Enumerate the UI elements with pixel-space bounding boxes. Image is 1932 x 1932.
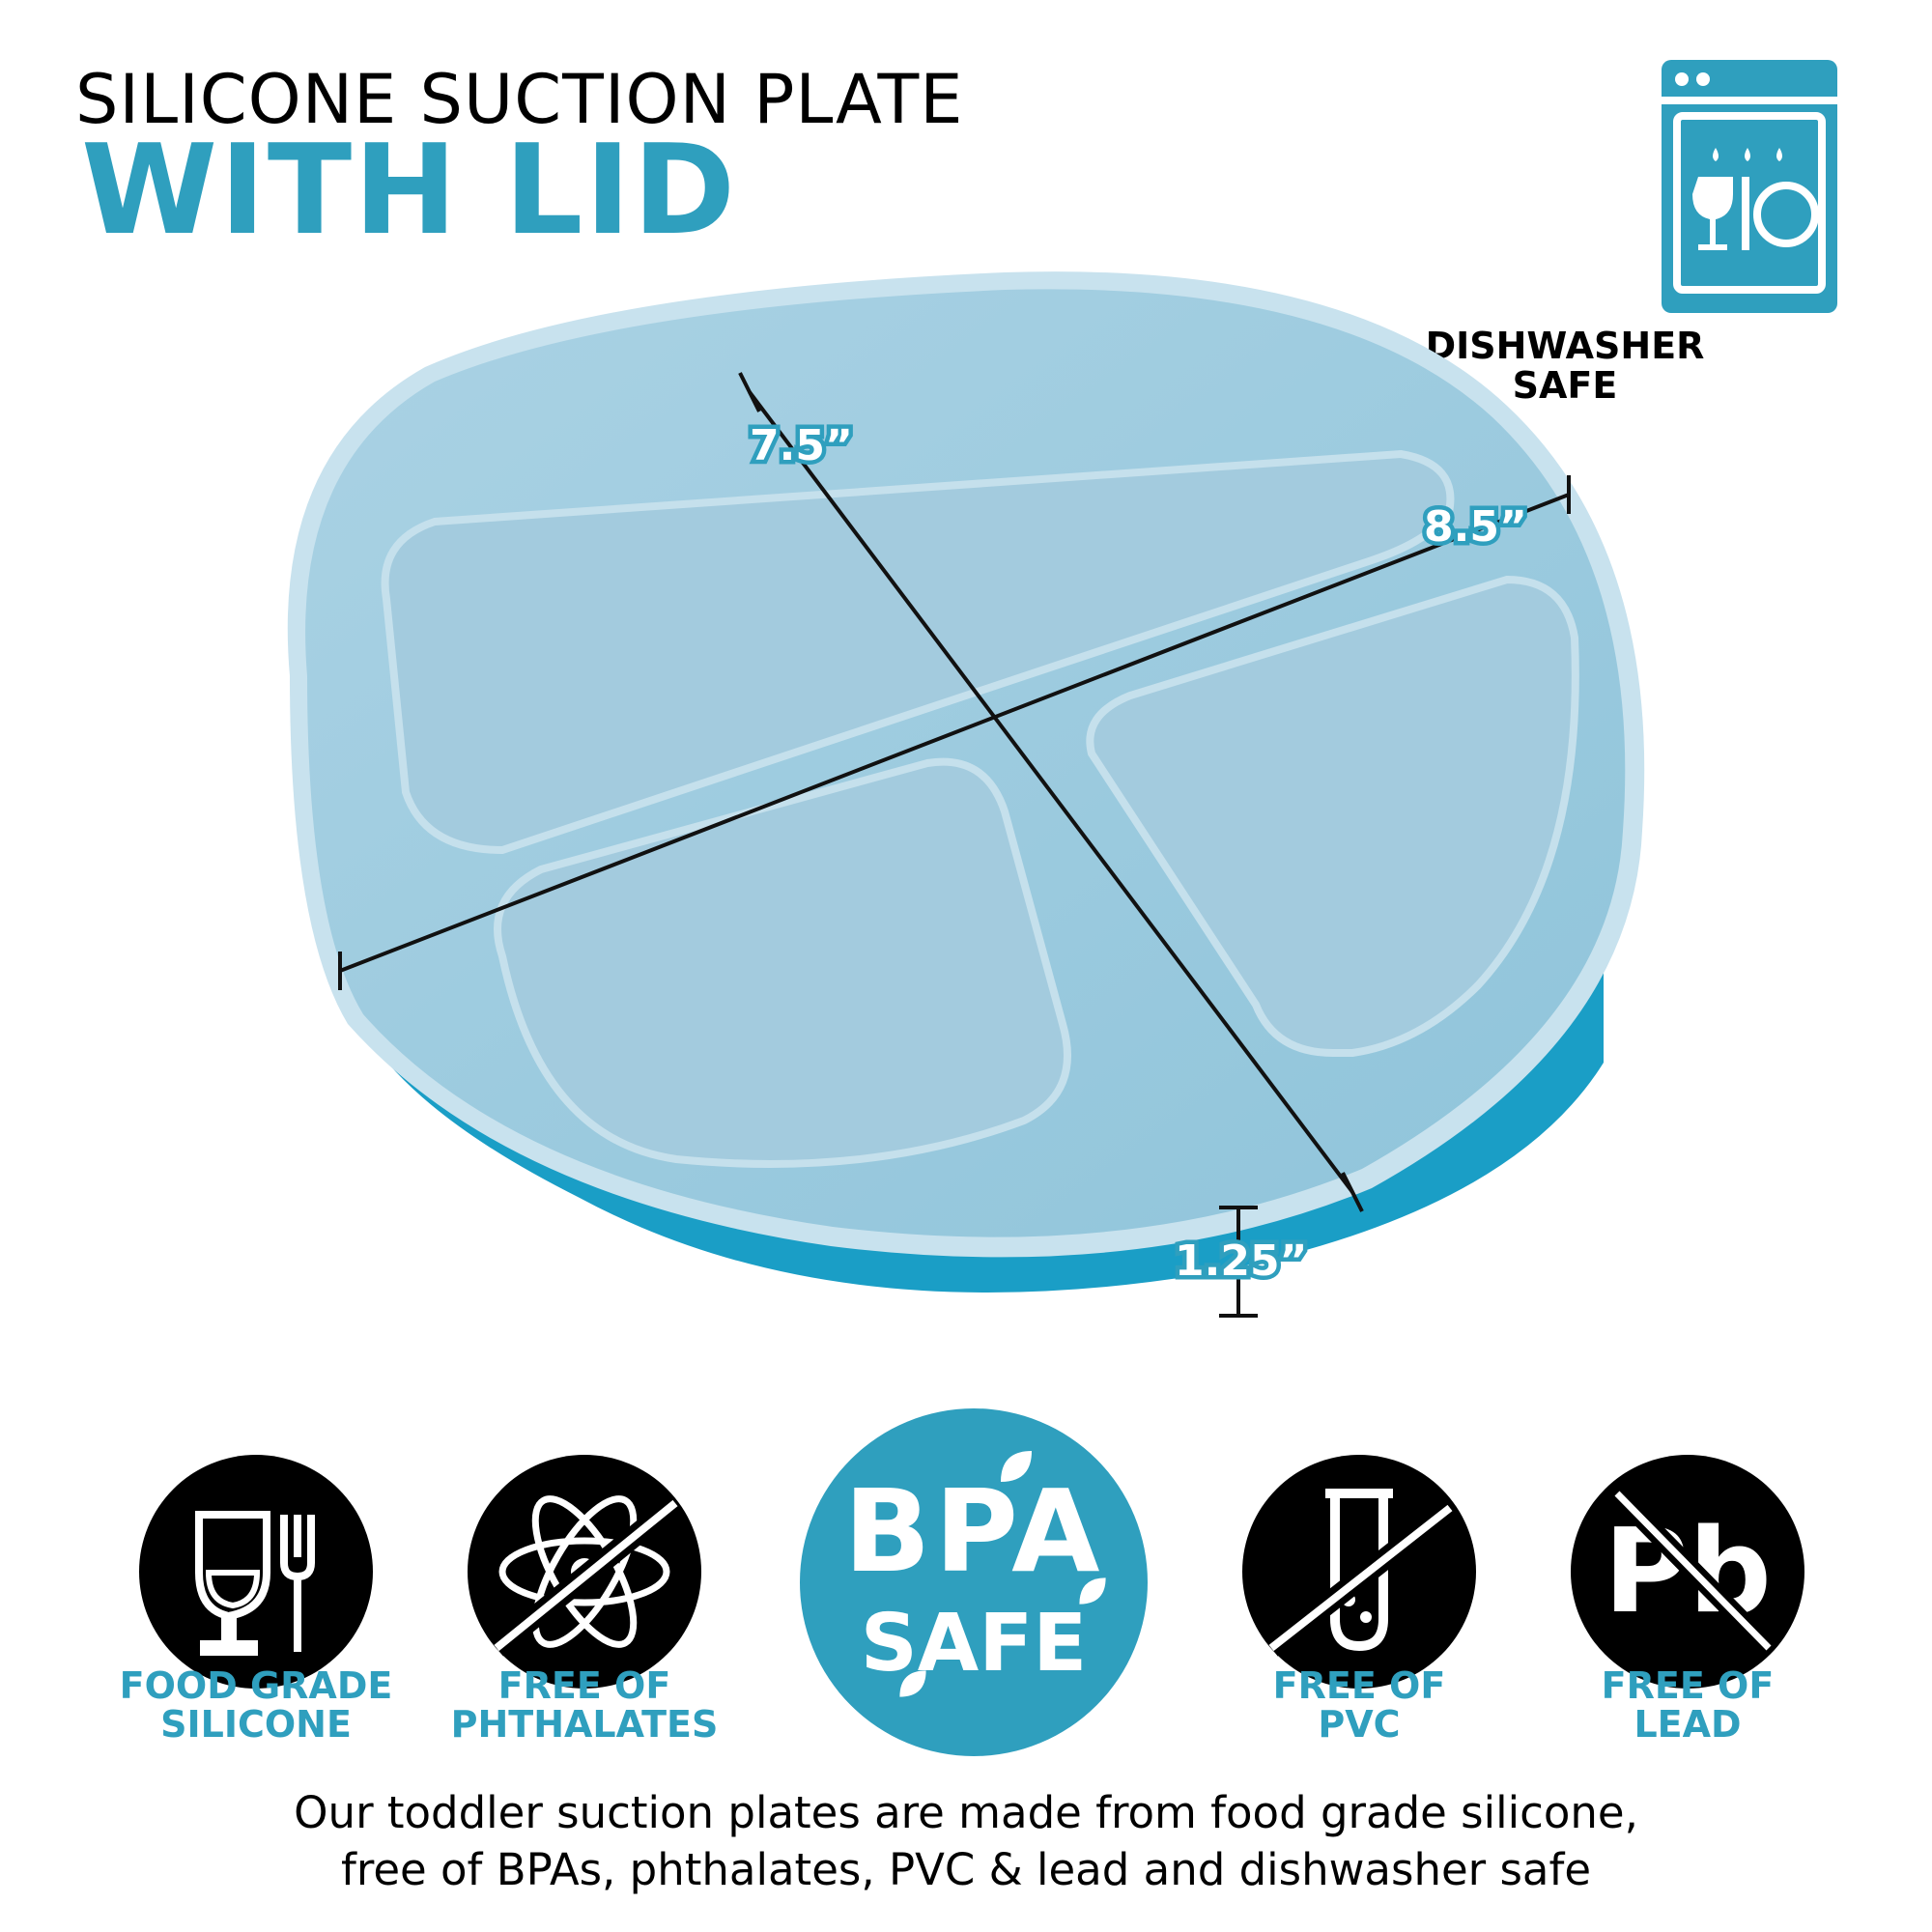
- badge-phthalates-line1: FREE OF: [497, 1664, 671, 1707]
- leaf-icon: [1001, 1451, 1032, 1482]
- title-line2: WITH LID: [81, 119, 738, 263]
- dishwasher-label-line1: DISHWASHER: [1425, 325, 1705, 367]
- badge-label-lead: FREE OF LEAD: [1523, 1664, 1852, 1746]
- test-tube-crossed-icon: [1242, 1455, 1476, 1689]
- compartment-bottom-left: [494, 757, 1071, 1168]
- description-line1: Our toddler suction plates are made from…: [294, 1787, 1638, 1838]
- badge-phthalates-line2: PHTHALATES: [450, 1702, 719, 1746]
- badge-label-pvc: FREE OF PVC: [1195, 1664, 1523, 1746]
- badge-food-grade-line1: FOOD GRADE: [119, 1664, 393, 1707]
- compartment-top: [381, 449, 1455, 855]
- bpa-safe-icon: BPA SAFE: [800, 1408, 1148, 1756]
- badge-label-food-grade: FOOD GRADE SILICONE: [92, 1664, 420, 1746]
- wine-glass-fork-icon: [139, 1455, 373, 1689]
- description-line2: free of BPAs, phthalates, PVC & lead and…: [340, 1843, 1591, 1895]
- atom-crossed-icon: [468, 1455, 701, 1689]
- plate-illustration: 7.5” 8.5” 1.25”: [287, 271, 1645, 1318]
- dimension-width-label: 8.5”: [1424, 502, 1527, 552]
- dimension-depth-label: 7.5”: [750, 421, 853, 470]
- title-line1: SILICONE SUCTION PLATE: [75, 60, 964, 139]
- cross-line-icon: [1609, 1486, 1776, 1656]
- badge-pvc-line1: FREE OF: [1272, 1664, 1446, 1707]
- pb-crossed-icon: Pb: [1571, 1455, 1804, 1689]
- badge-pvc-line2: PVC: [1318, 1702, 1401, 1746]
- dimension-height-label: 1.25”: [1175, 1236, 1307, 1286]
- leaf-icon-3: [899, 1670, 926, 1697]
- leaf-icon-2: [1079, 1577, 1106, 1605]
- bpa-text: BPA: [843, 1464, 1104, 1598]
- badge-label-phthalates: FREE OF PHTHALATES: [420, 1664, 749, 1746]
- dishwasher-label-line2: SAFE: [1512, 364, 1618, 408]
- dishwasher-icon: [1662, 60, 1837, 313]
- safe-text: SAFE: [860, 1598, 1088, 1690]
- dishwasher-label: DISHWASHER SAFE: [1362, 325, 1768, 408]
- badge-lead-line1: FREE OF: [1601, 1664, 1775, 1707]
- badge-lead-line2: LEAD: [1634, 1702, 1742, 1746]
- description: Our toddler suction plates are made from…: [0, 1785, 1932, 1898]
- badge-food-grade-line2: SILICONE: [160, 1702, 352, 1746]
- compartment-right: [1086, 575, 1579, 1057]
